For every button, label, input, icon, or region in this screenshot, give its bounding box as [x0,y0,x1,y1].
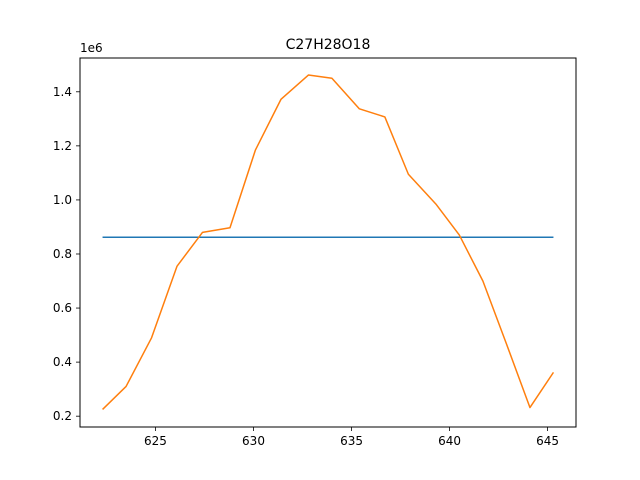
series-line-1 [102,74,555,410]
series-layer [102,74,555,410]
y-axis-offset-label: 1e6 [80,41,103,55]
y-tick-label: 1.0 [53,193,72,207]
y-tick-label: 1.4 [53,85,72,99]
y-tick-label: 0.2 [53,409,72,423]
y-tick-label: 0.8 [53,247,72,261]
plot-area-frame [79,57,577,428]
ticks-layer: 625 630 635 640 645 0.2 0.4 0.6 0.8 1.0 1.2 1.4 [53,85,559,448]
y-tick-label: 0.4 [53,355,72,369]
x-tick-label: 630 [242,434,265,448]
x-tick-label: 645 [536,434,559,448]
x-tick-label: 635 [340,434,363,448]
y-tick-label: 0.6 [53,301,72,315]
chart-title: C27H28O18 [286,37,371,53]
x-tick-label: 640 [438,434,461,448]
y-tick-label: 1.2 [53,139,72,153]
x-tick-label: 625 [144,434,167,448]
